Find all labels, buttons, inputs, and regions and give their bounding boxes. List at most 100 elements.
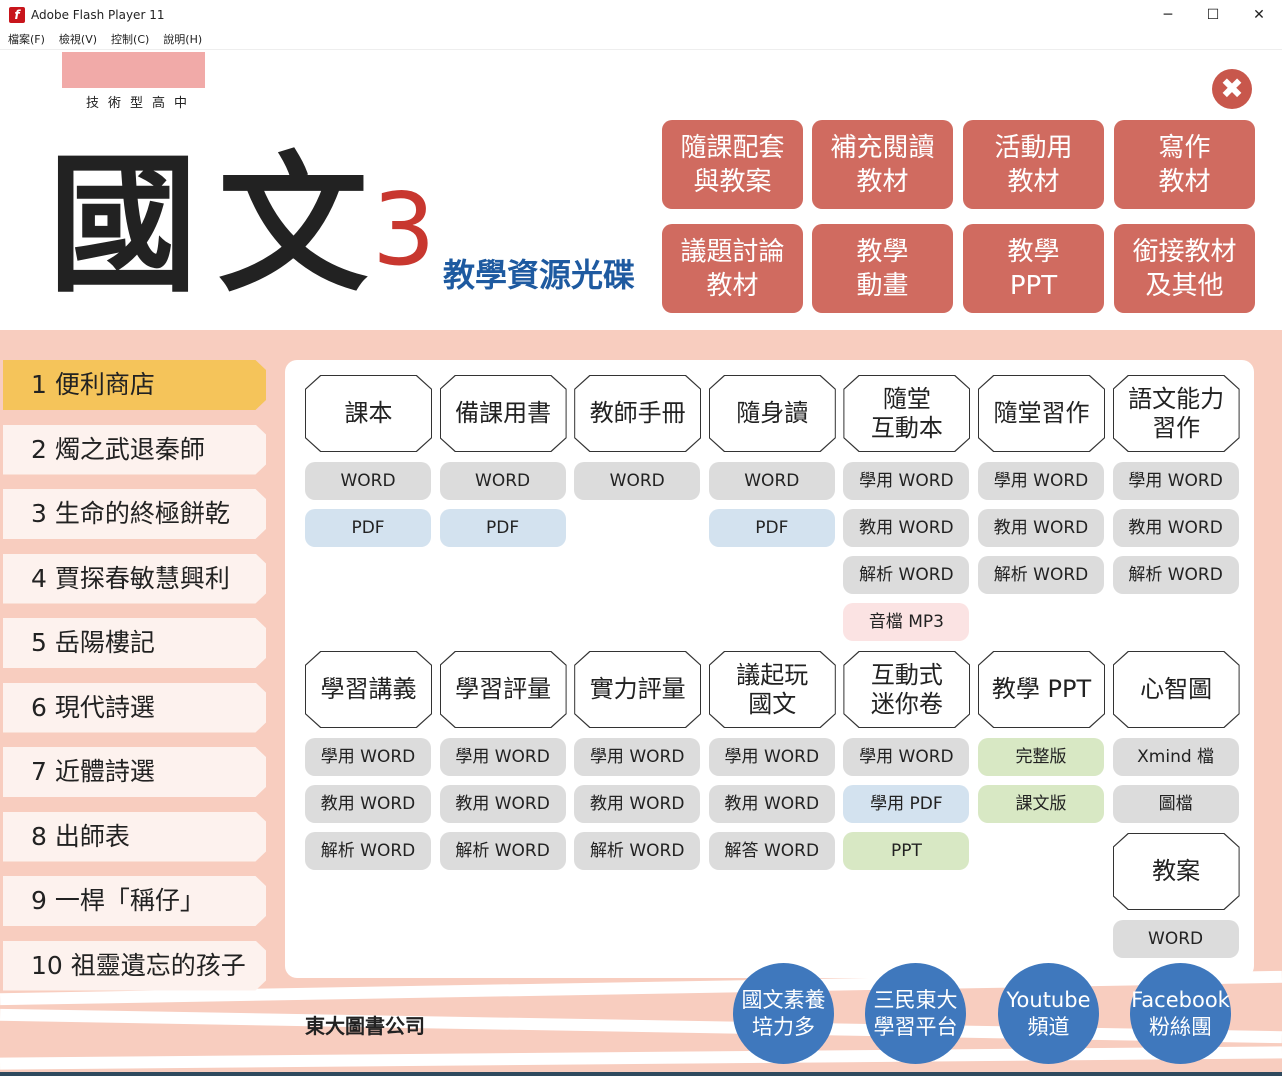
top-category-button[interactable]: 隨課配套 與教案 bbox=[662, 120, 803, 209]
top-category-button[interactable]: 教學 PPT bbox=[963, 224, 1104, 313]
minimize-button[interactable]: ─ bbox=[1163, 7, 1173, 23]
close-icon[interactable]: ✖ bbox=[1212, 69, 1252, 109]
resource-button[interactable]: 學用 WORD bbox=[574, 738, 701, 776]
group-title: 隨堂 互動本 bbox=[844, 376, 970, 451]
resource-button[interactable]: 解析 WORD bbox=[439, 832, 566, 870]
close-window-button[interactable]: ✕ bbox=[1253, 7, 1265, 23]
group-title: 教案 bbox=[1113, 834, 1239, 909]
social-link-button[interactable]: 三民東大 學習平台 bbox=[865, 963, 966, 1064]
resource-button[interactable]: 圖檔 bbox=[1112, 785, 1239, 823]
group-title: 學習講義 bbox=[306, 652, 431, 727]
resource-button[interactable]: 學用 WORD bbox=[843, 462, 970, 500]
menu-file[interactable]: 檔案(F) bbox=[8, 33, 45, 46]
group-title: 語文能力 習作 bbox=[1113, 376, 1239, 451]
menu-control[interactable]: 控制(C) bbox=[111, 33, 150, 46]
group-title: 實力評量 bbox=[575, 652, 701, 727]
lesson-item[interactable]: 3 生命的終極餅乾 bbox=[3, 489, 266, 539]
resource-button[interactable]: WORD bbox=[708, 462, 835, 500]
top-category-button[interactable]: 寫作 教材 bbox=[1114, 120, 1255, 209]
group-title: 隨身讀 bbox=[709, 376, 835, 451]
lesson-item[interactable]: 6 現代詩選 bbox=[3, 682, 266, 733]
resource-button[interactable]: 學用 WORD bbox=[978, 462, 1104, 500]
resource-group-header: 學習評量 bbox=[439, 651, 567, 728]
resource-button[interactable]: 解析 WORD bbox=[574, 832, 701, 870]
group-title: 心智圖 bbox=[1113, 652, 1239, 727]
lesson-item[interactable]: 4 賈探春敏慧興利 bbox=[3, 553, 266, 604]
resource-button[interactable]: 解析 WORD bbox=[843, 556, 970, 594]
resource-group-header: 備課用書 bbox=[439, 375, 567, 452]
lesson-item[interactable]: 2 燭之武退秦師 bbox=[3, 424, 266, 475]
resource-button[interactable]: WORD bbox=[305, 462, 431, 500]
social-link-button[interactable]: Facebook 粉絲團 bbox=[1130, 963, 1231, 1064]
social-link-button[interactable]: 國文素養 培力多 bbox=[733, 963, 834, 1064]
resource-button[interactable]: 音檔 MP3 bbox=[843, 603, 970, 641]
resource-button[interactable]: 教用 WORD bbox=[305, 785, 431, 823]
lesson-item[interactable]: 9 一桿「稱仔」 bbox=[3, 876, 266, 926]
resource-button[interactable]: WORD bbox=[439, 462, 566, 500]
resource-button[interactable]: 解答 WORD bbox=[708, 832, 835, 870]
resource-button[interactable]: 解析 WORD bbox=[978, 556, 1104, 594]
logo-placeholder bbox=[62, 52, 205, 88]
resource-group-header: 教學 PPT bbox=[978, 651, 1105, 728]
page-title: 國文 bbox=[48, 137, 389, 313]
resource-group-header: 隨身讀 bbox=[708, 375, 836, 452]
resource-button[interactable]: 教用 WORD bbox=[1112, 509, 1239, 547]
resource-button[interactable]: 教用 WORD bbox=[574, 785, 701, 823]
social-link-button[interactable]: Youtube 頻道 bbox=[998, 963, 1099, 1064]
maximize-button[interactable]: ☐ bbox=[1206, 7, 1220, 23]
resource-button[interactable]: 學用 WORD bbox=[305, 738, 431, 776]
resource-group-header: 學習講義 bbox=[305, 651, 432, 728]
resource-button[interactable]: 學用 WORD bbox=[708, 738, 835, 776]
resource-button[interactable]: 完整版 bbox=[978, 738, 1104, 776]
top-category-button[interactable]: 教學 動畫 bbox=[812, 224, 953, 313]
menu-view[interactable]: 檢視(V) bbox=[58, 33, 98, 46]
top-category-button[interactable]: 補充閱讀 教材 bbox=[812, 120, 953, 209]
resource-button[interactable]: 學用 PDF bbox=[843, 785, 970, 823]
lesson-item[interactable]: 8 出師表 bbox=[3, 811, 266, 862]
resource-button[interactable]: PDF bbox=[305, 509, 431, 547]
top-category-button[interactable]: 銜接教材 及其他 bbox=[1114, 224, 1255, 313]
resource-button[interactable]: PPT bbox=[843, 832, 970, 870]
resource-button[interactable]: WORD bbox=[574, 462, 701, 500]
menu-help[interactable]: 說明(H) bbox=[163, 33, 203, 46]
top-category-button[interactable]: 活動用 教材 bbox=[963, 120, 1104, 209]
resource-button[interactable]: 學用 WORD bbox=[439, 738, 566, 776]
publisher-logo: 東大圖書公司 bbox=[305, 1014, 425, 1038]
resource-group-header: 隨堂 互動本 bbox=[843, 375, 971, 452]
resource-group-header: 課本 bbox=[305, 375, 432, 452]
title-bar: f Adobe Flash Player 11 ─ ☐ ✕ bbox=[0, 0, 1282, 30]
resource-button[interactable]: PDF bbox=[439, 509, 566, 547]
volume-number: 3 bbox=[372, 171, 436, 288]
resource-group-header: 教師手冊 bbox=[574, 375, 702, 452]
lesson-item[interactable]: 10 祖靈遺忘的孩子 bbox=[3, 940, 266, 991]
resource-button[interactable]: 教用 WORD bbox=[439, 785, 566, 823]
group-title: 教師手冊 bbox=[575, 376, 701, 451]
lesson-item[interactable]: 7 近體詩選 bbox=[3, 747, 266, 797]
resource-group-header: 語文能力 習作 bbox=[1112, 375, 1240, 452]
resource-group-header: 實力評量 bbox=[574, 651, 702, 728]
resource-button[interactable]: 學用 WORD bbox=[843, 738, 970, 776]
resource-button[interactable]: 教用 WORD bbox=[708, 785, 835, 823]
resource-group-header: 隨堂習作 bbox=[978, 375, 1105, 452]
resource-group-header: 互動式 迷你卷 bbox=[843, 651, 971, 728]
flash-icon: f bbox=[9, 7, 25, 23]
resource-button[interactable]: 教用 WORD bbox=[978, 509, 1104, 547]
resource-button[interactable]: PDF bbox=[708, 509, 835, 547]
top-category-button[interactable]: 議題討論 教材 bbox=[662, 224, 803, 313]
resource-button[interactable]: Xmind 檔 bbox=[1112, 738, 1239, 776]
page-subtitle: 教學資源光碟 bbox=[443, 256, 636, 294]
group-title: 備課用書 bbox=[440, 376, 566, 451]
resource-button[interactable]: 教用 WORD bbox=[843, 509, 970, 547]
group-title: 教學 PPT bbox=[979, 652, 1104, 727]
resource-button[interactable]: WORD bbox=[1112, 920, 1239, 958]
lesson-item[interactable]: 5 岳陽樓記 bbox=[3, 618, 266, 668]
resource-button[interactable]: 解析 WORD bbox=[1112, 556, 1239, 594]
lesson-item[interactable]: 1 便利商店 bbox=[3, 360, 266, 410]
resource-group-header: 教案 bbox=[1112, 833, 1240, 910]
group-title: 隨堂習作 bbox=[979, 376, 1104, 451]
resource-button[interactable]: 解析 WORD bbox=[305, 832, 431, 870]
group-title: 互動式 迷你卷 bbox=[844, 652, 970, 727]
resource-button[interactable]: 課文版 bbox=[978, 785, 1104, 823]
menu-bar: 檔案(F) 檢視(V) 控制(C) 說明(H) bbox=[0, 30, 1282, 50]
resource-button[interactable]: 學用 WORD bbox=[1112, 462, 1239, 500]
